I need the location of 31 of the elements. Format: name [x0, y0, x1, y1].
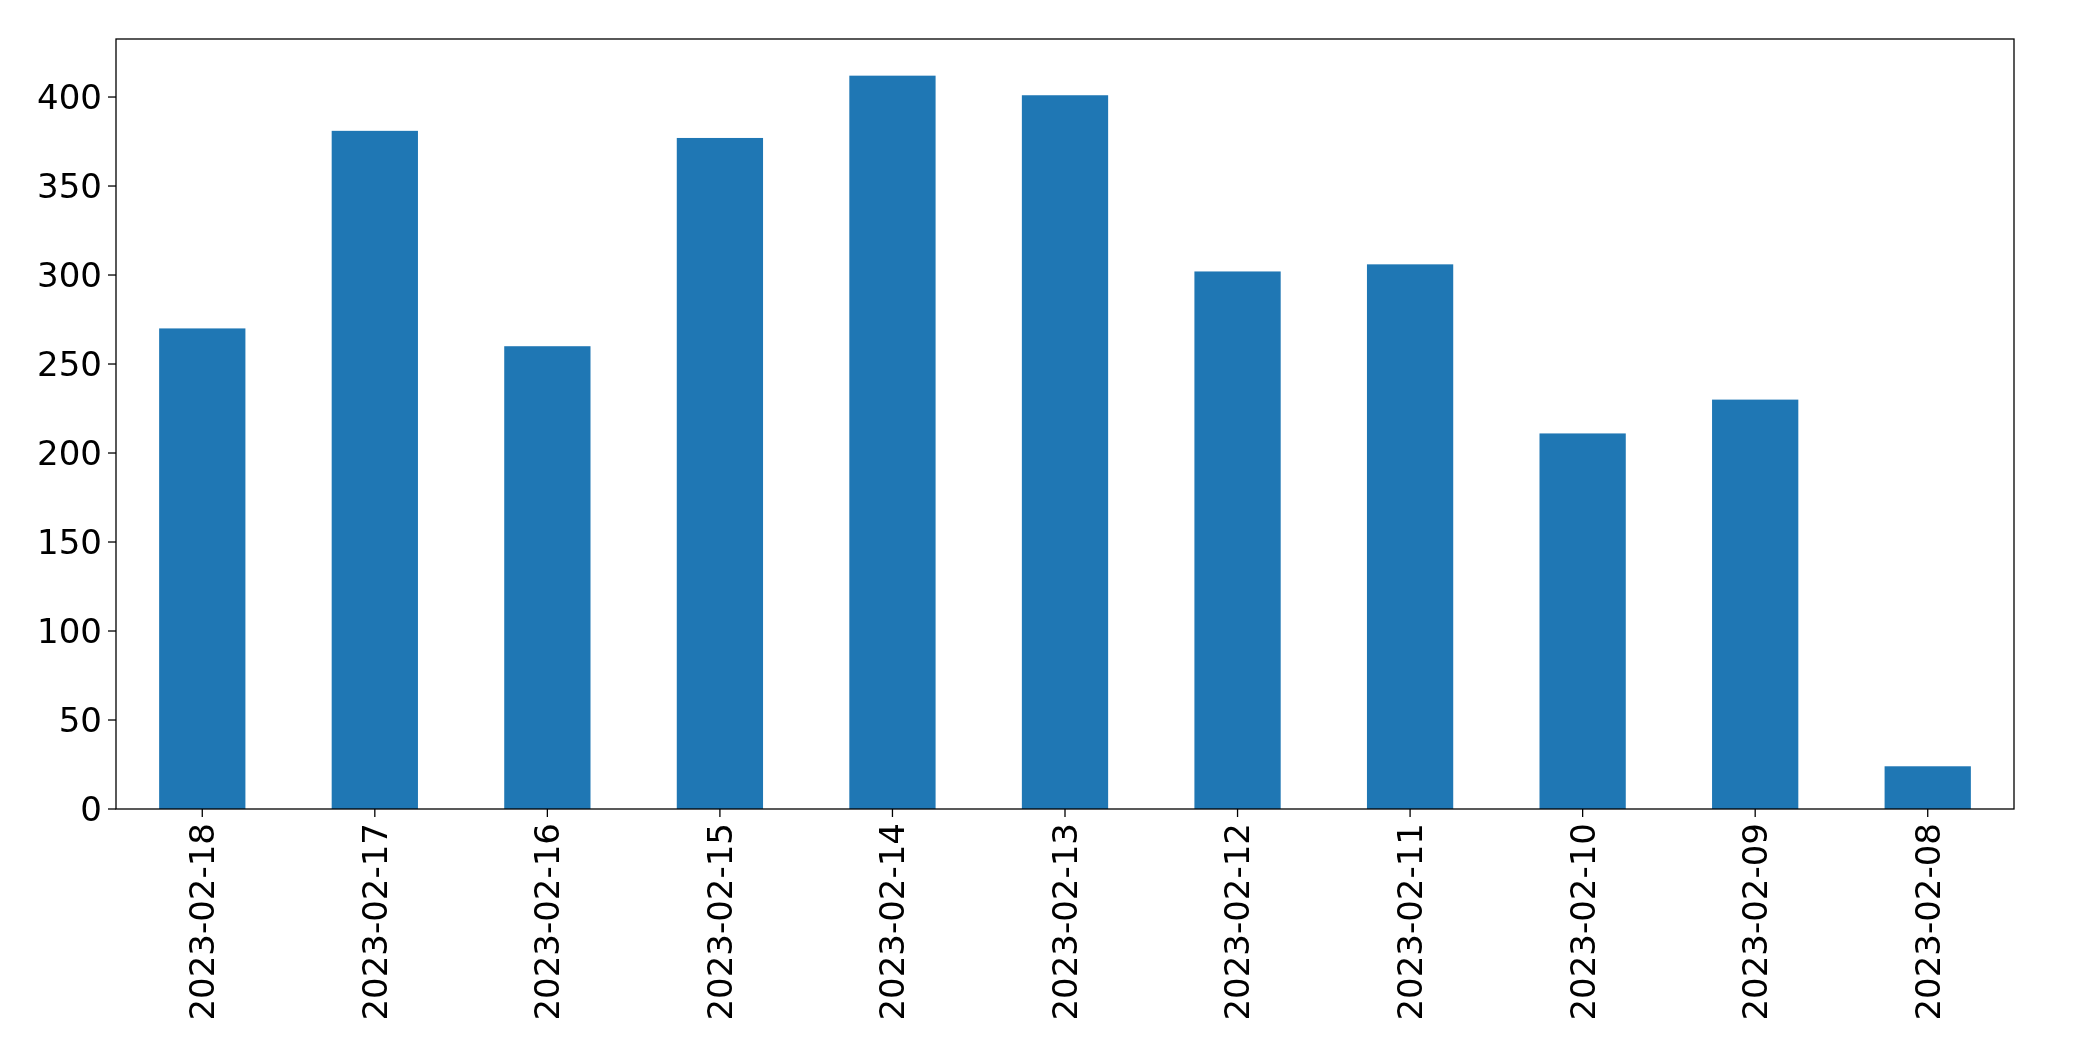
bar	[331, 130, 418, 809]
y-tick-label: 0	[80, 788, 102, 829]
x-tick-label: 2023-02-11	[1389, 823, 1430, 1021]
bar	[849, 75, 936, 809]
bar	[1884, 766, 1971, 809]
y-tick-label: 300	[37, 254, 102, 295]
bar	[1539, 433, 1626, 809]
x-tick-label: 2023-02-13	[1044, 823, 1085, 1021]
y-tick-label: 100	[37, 610, 102, 651]
x-tick-label: 2023-02-14	[872, 823, 913, 1021]
x-tick-label: 2023-02-08	[1907, 823, 1948, 1021]
y-tick-label: 200	[37, 432, 102, 473]
y-tick-label: 400	[37, 76, 102, 117]
x-tick-label: 2023-02-18	[182, 823, 223, 1021]
bar	[504, 346, 591, 809]
bar	[1194, 271, 1281, 809]
y-tick-label: 150	[37, 521, 102, 562]
x-tick-label: 2023-02-12	[1217, 823, 1258, 1021]
x-tick-label: 2023-02-17	[354, 823, 395, 1021]
x-tick-label: 2023-02-10	[1562, 823, 1603, 1021]
bar	[1712, 399, 1799, 809]
y-tick-label: 250	[37, 343, 102, 384]
bar	[676, 137, 764, 809]
x-tick-label: 2023-02-15	[699, 823, 740, 1021]
x-tick-label: 2023-02-16	[527, 823, 568, 1021]
x-tick-label: 2023-02-09	[1735, 823, 1776, 1021]
y-tick-label: 50	[58, 699, 102, 740]
bar	[1021, 95, 1109, 809]
y-tick-label: 350	[37, 165, 102, 206]
bar	[159, 328, 246, 809]
bar	[1366, 264, 1454, 809]
